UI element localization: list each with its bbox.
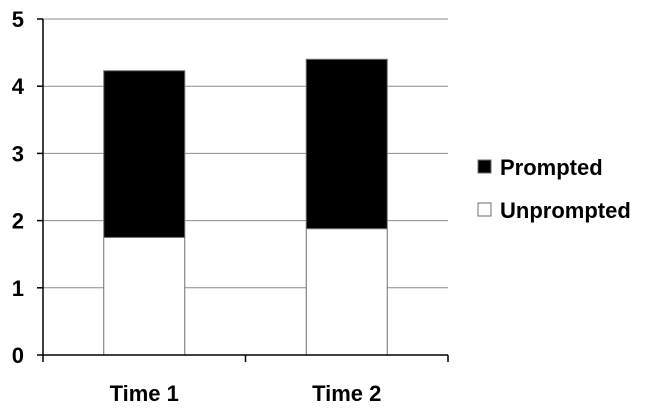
- axes: [37, 18, 449, 362]
- legend-label-unprompted: Unprompted: [500, 198, 631, 223]
- y-tick-labels: 0 1 2 3 4 5: [12, 7, 25, 368]
- x-tick-label: Time 2: [312, 381, 381, 406]
- y-tick-label: 1: [12, 276, 24, 301]
- bar-prompted-1: [103, 70, 186, 238]
- legend-swatch-prompted: [477, 159, 492, 174]
- y-tick-label: 2: [12, 209, 24, 234]
- y-tick-label: 3: [12, 141, 24, 166]
- bars: [103, 58, 388, 356]
- bar-prompted-2: [305, 58, 388, 230]
- y-tick-label: 5: [12, 7, 24, 32]
- legend: Prompted Unprompted: [477, 155, 631, 223]
- x-tick-labels: Time 1 Time 2: [110, 381, 382, 406]
- legend-label-prompted: Prompted: [500, 155, 603, 180]
- bar-unprompted-1: [103, 236, 186, 356]
- y-tick-label: 4: [12, 74, 25, 99]
- legend-swatch-unprompted: [477, 202, 492, 217]
- bar-unprompted-2: [305, 228, 388, 356]
- x-tick-label: Time 1: [110, 381, 179, 406]
- y-tick-label: 0: [12, 343, 24, 368]
